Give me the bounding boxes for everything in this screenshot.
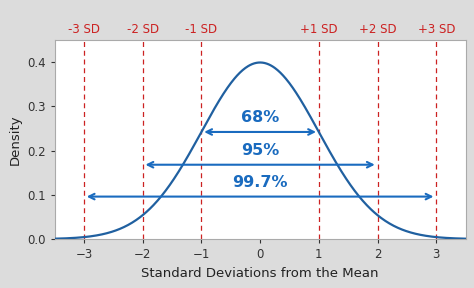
Text: 68%: 68%: [241, 110, 279, 125]
Text: 99.7%: 99.7%: [232, 175, 288, 190]
Text: +1 SD: +1 SD: [300, 23, 337, 36]
Text: -2 SD: -2 SD: [127, 23, 159, 36]
Text: -1 SD: -1 SD: [185, 23, 218, 36]
X-axis label: Standard Deviations from the Mean: Standard Deviations from the Mean: [141, 267, 379, 280]
Text: -3 SD: -3 SD: [68, 23, 100, 36]
Text: +2 SD: +2 SD: [359, 23, 396, 36]
Y-axis label: Density: Density: [9, 114, 21, 165]
Text: +3 SD: +3 SD: [418, 23, 455, 36]
Text: 95%: 95%: [241, 143, 279, 158]
